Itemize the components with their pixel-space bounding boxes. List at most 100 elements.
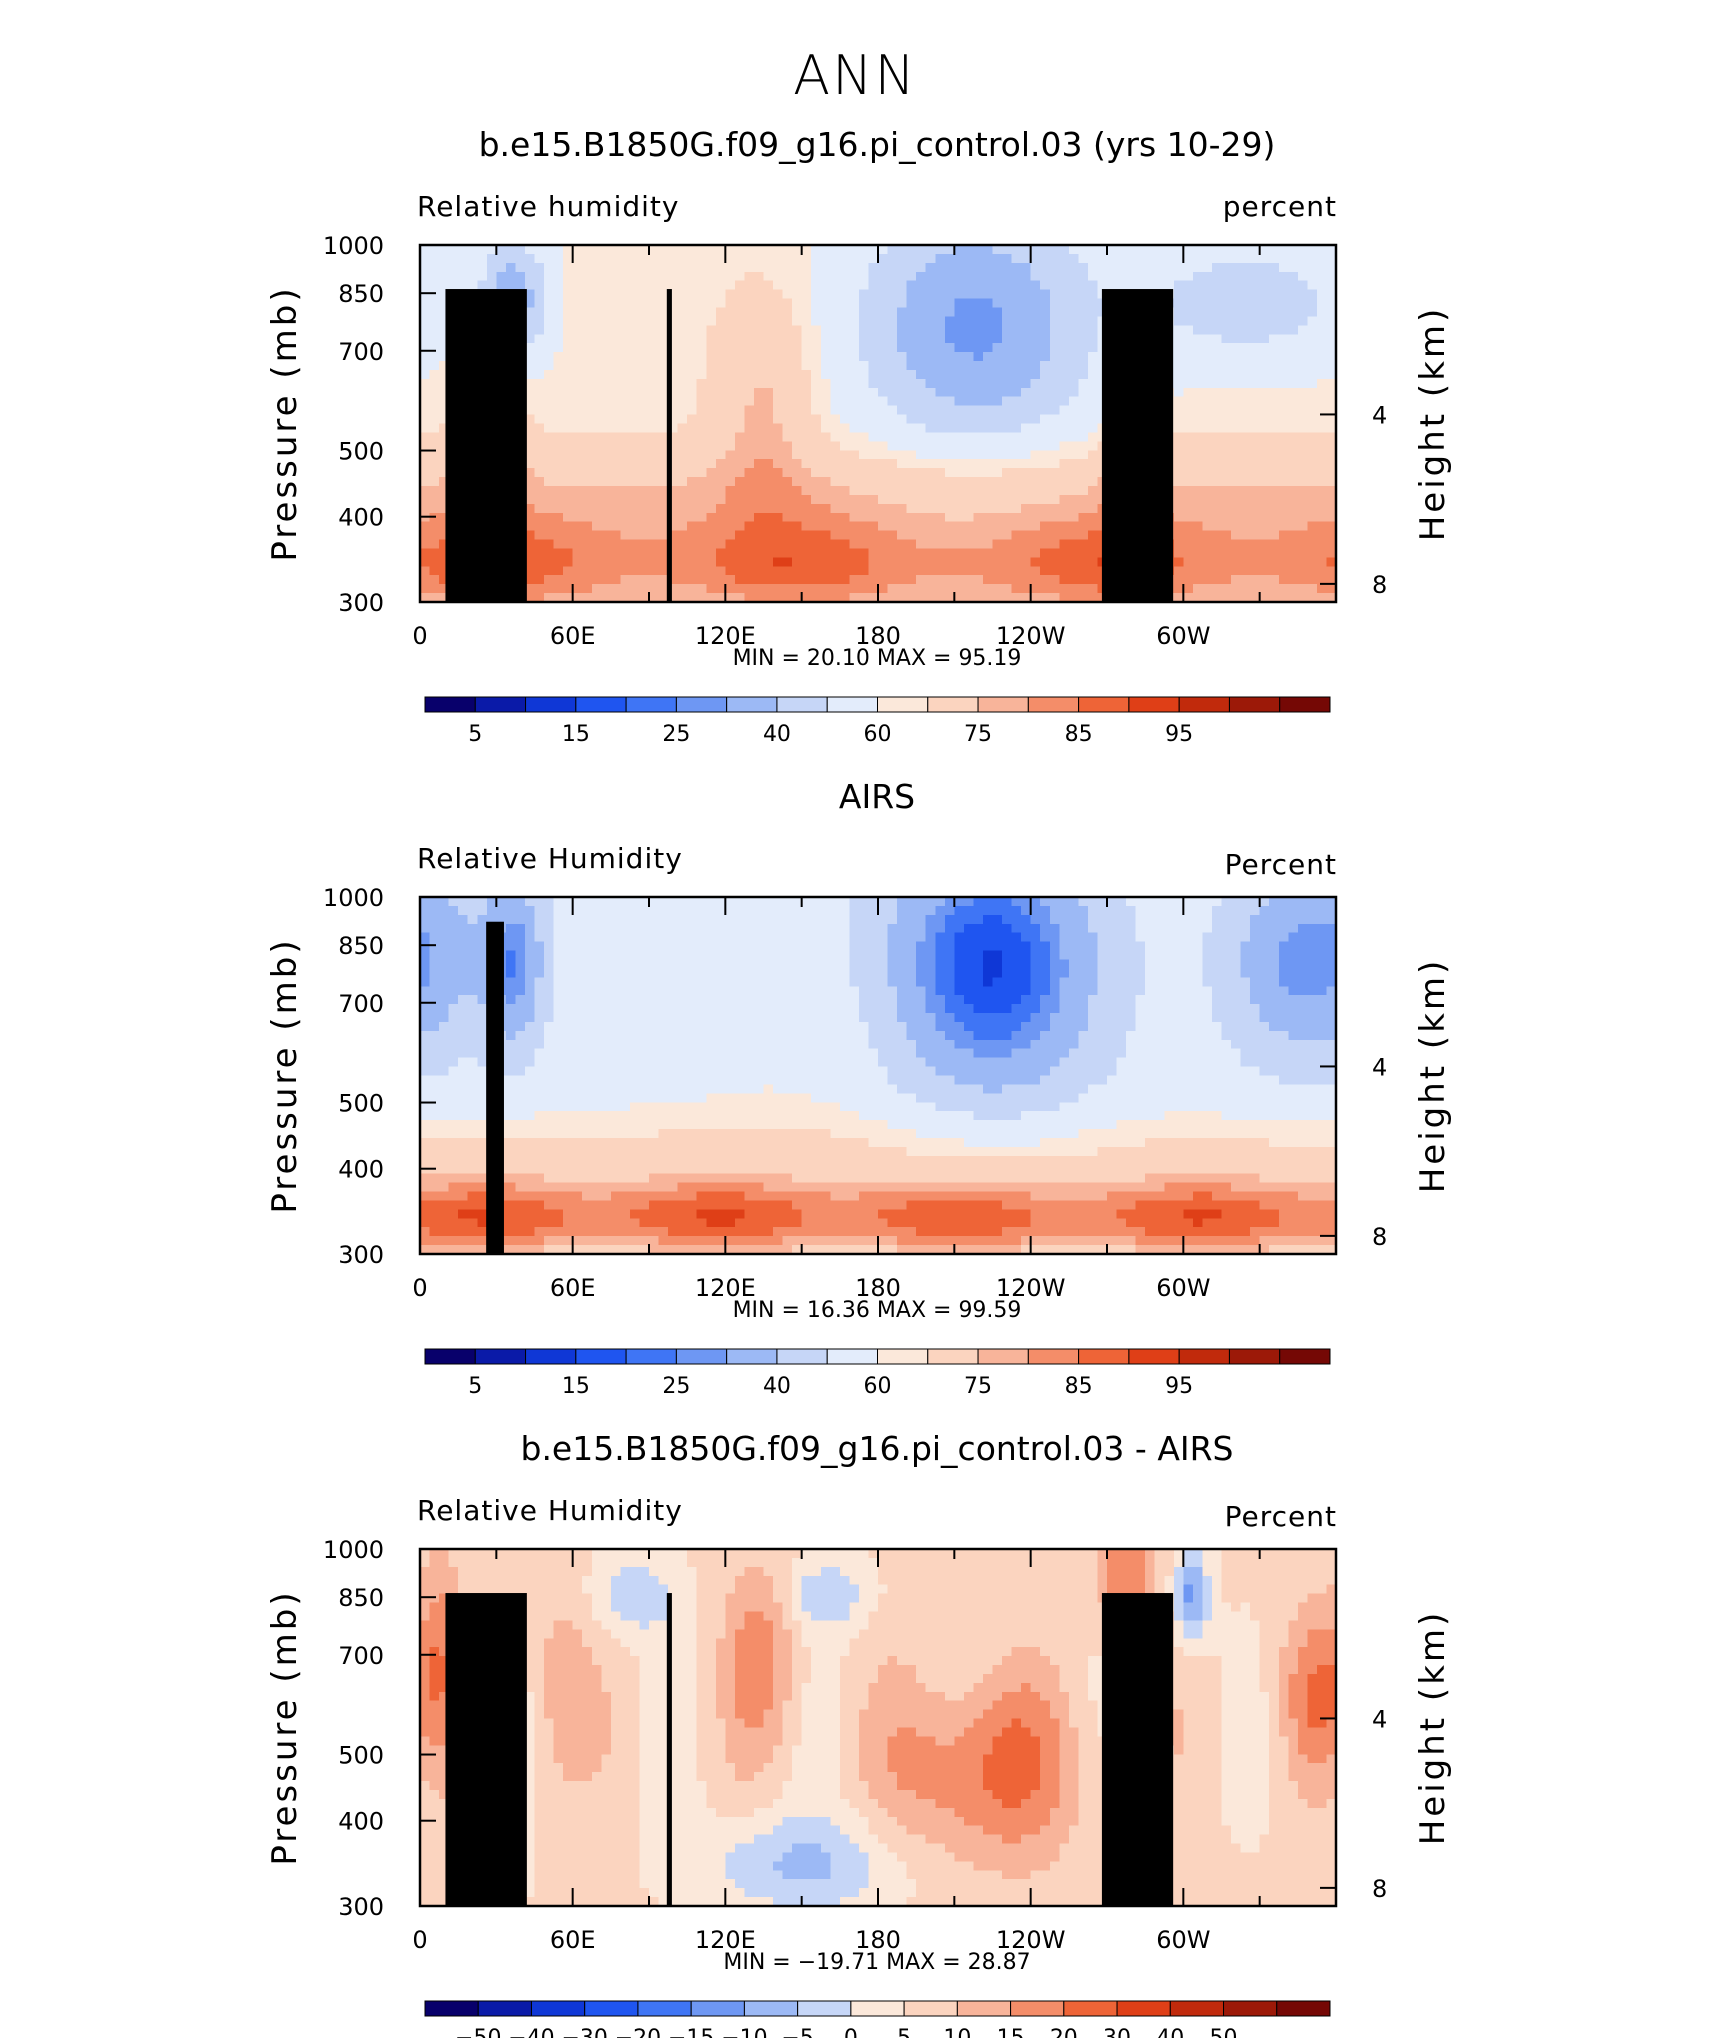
heatmap-cell bbox=[582, 468, 593, 478]
heatmap-cell bbox=[1068, 959, 1079, 970]
heatmap-cell bbox=[1269, 521, 1280, 532]
heatmap-cell bbox=[792, 343, 803, 353]
heatmap-cell bbox=[897, 566, 908, 576]
heatmap-cell bbox=[658, 289, 669, 300]
heatmap-cell bbox=[1183, 503, 1194, 514]
heatmap-cell bbox=[963, 369, 975, 380]
heatmap-cell bbox=[649, 494, 660, 505]
heatmap-cell bbox=[1011, 245, 1022, 255]
heatmap-cell bbox=[753, 334, 765, 344]
heatmap-cell bbox=[973, 950, 984, 961]
heatmap-cell bbox=[601, 378, 612, 389]
heatmap-cell bbox=[668, 977, 679, 987]
heatmap-cell bbox=[706, 334, 717, 344]
heatmap-cell bbox=[696, 316, 707, 326]
heatmap-cell bbox=[906, 396, 917, 407]
heatmap-cell bbox=[753, 280, 765, 291]
heatmap-cell bbox=[858, 968, 870, 978]
heatmap-cell bbox=[839, 280, 850, 291]
heatmap-cell bbox=[782, 334, 793, 344]
heatmap-cell bbox=[811, 298, 822, 309]
heatmap-cell bbox=[734, 932, 746, 943]
heatmap-cell bbox=[420, 245, 431, 255]
heatmap-cell bbox=[839, 361, 850, 371]
heatmap-cell bbox=[1202, 262, 1213, 273]
heatmap-cell bbox=[572, 530, 583, 541]
heatmap-cell bbox=[916, 271, 927, 282]
heatmap-cell bbox=[620, 325, 631, 335]
heatmap-cell bbox=[839, 521, 850, 532]
heatmap-cell bbox=[601, 521, 612, 532]
heatmap-cell bbox=[582, 575, 593, 585]
heatmap-cell bbox=[916, 459, 927, 469]
heatmap-cell bbox=[1326, 325, 1337, 335]
heatmap-cell bbox=[1154, 941, 1165, 952]
heatmap-cell bbox=[820, 968, 831, 978]
heatmap-cell bbox=[1307, 432, 1318, 442]
heatmap-cell bbox=[734, 441, 746, 451]
heatmap-cell bbox=[773, 977, 784, 987]
heatmap-cell bbox=[849, 289, 860, 300]
heatmap-cell bbox=[1183, 441, 1194, 451]
heatmap-cell bbox=[1202, 245, 1213, 255]
heatmap-cell bbox=[944, 441, 955, 451]
heatmap-cell bbox=[954, 494, 965, 505]
heatmap-cell bbox=[1002, 387, 1013, 398]
heatmap-cell bbox=[1030, 512, 1041, 523]
heatmap-cell bbox=[1221, 396, 1232, 407]
heatmap-cell bbox=[1269, 575, 1280, 585]
heatmap-cell bbox=[763, 378, 774, 389]
heatmap-cell bbox=[1192, 897, 1204, 907]
heatmap-cell bbox=[420, 307, 431, 318]
heatmap-cell bbox=[897, 932, 908, 943]
heatmap-cell bbox=[1068, 361, 1079, 371]
heatmap-cell bbox=[973, 361, 984, 371]
heatmap-cell bbox=[544, 950, 555, 961]
heatmap-cell bbox=[925, 432, 936, 442]
heatmap-cell bbox=[544, 557, 555, 567]
heatmap-cell bbox=[820, 914, 831, 925]
heatmap-cell bbox=[629, 584, 641, 594]
heatmap-cell bbox=[696, 387, 707, 398]
heatmap-cell bbox=[963, 378, 975, 389]
heatmap-cell bbox=[1021, 334, 1032, 344]
heatmap-cell bbox=[1221, 530, 1232, 541]
heatmap-cell bbox=[1040, 450, 1051, 460]
heatmap-cell bbox=[1021, 932, 1032, 943]
heatmap-cell bbox=[725, 396, 736, 407]
heatmap-cell bbox=[1231, 343, 1242, 353]
heatmap-cell bbox=[868, 530, 879, 541]
heatmap-cell bbox=[725, 468, 736, 478]
heatmap-cell bbox=[773, 387, 784, 398]
heatmap-cell bbox=[925, 262, 936, 273]
heatmap-cell bbox=[706, 539, 717, 550]
heatmap-cell bbox=[610, 450, 621, 460]
heatmap-cell bbox=[925, 593, 936, 603]
heatmap-cell bbox=[858, 468, 870, 478]
heatmap-cell bbox=[963, 548, 975, 558]
heatmap-cell bbox=[782, 316, 793, 326]
heatmap-cell bbox=[1211, 316, 1223, 326]
heatmap-cell bbox=[544, 584, 555, 594]
heatmap-cell bbox=[563, 405, 574, 416]
heatmap-cell bbox=[1316, 941, 1328, 952]
heatmap-cell bbox=[858, 959, 870, 970]
heatmap-cell bbox=[1040, 307, 1051, 318]
heatmap-cell bbox=[1288, 441, 1299, 451]
heatmap-cell bbox=[906, 387, 917, 398]
heatmap-cell bbox=[858, 271, 870, 282]
heatmap-cell bbox=[830, 530, 841, 541]
heatmap-cell bbox=[1011, 530, 1022, 541]
heatmap-cell bbox=[429, 477, 440, 487]
heatmap-cell bbox=[696, 548, 707, 558]
heatmap-cell bbox=[1078, 986, 1089, 996]
heatmap-cell bbox=[1068, 477, 1079, 487]
heatmap-cell bbox=[963, 459, 975, 469]
heatmap-cell bbox=[1192, 950, 1204, 961]
heatmap-cell bbox=[868, 289, 879, 300]
heatmap-cell bbox=[1173, 932, 1184, 943]
y-tick-label: 700 bbox=[338, 338, 384, 366]
heatmap-cell bbox=[1183, 530, 1194, 541]
heatmap-cell bbox=[649, 414, 660, 425]
heatmap-cell bbox=[906, 905, 917, 916]
